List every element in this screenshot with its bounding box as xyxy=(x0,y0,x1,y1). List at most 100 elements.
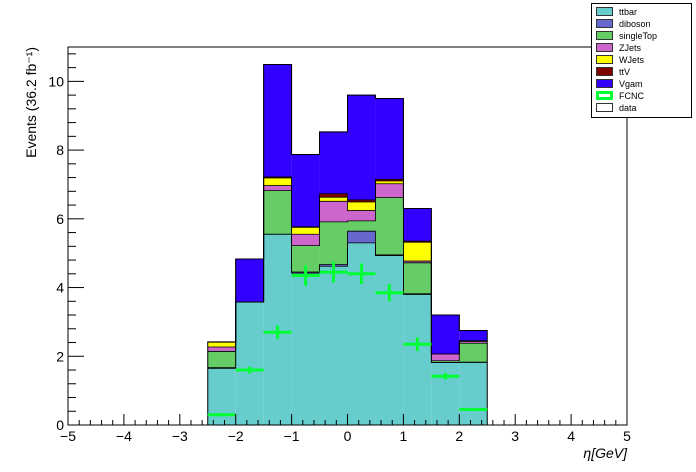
bar-Vgam-bin-4 xyxy=(319,131,348,194)
y-axis-label: Events (36.2 fb⁻¹) xyxy=(23,47,39,158)
bar-WJets-bin-6 xyxy=(375,181,404,184)
legend-swatch xyxy=(596,7,613,16)
x-axis: −5 −4 −3 −2 −1 0 1 2 3 4 5 xyxy=(60,414,631,444)
x-axis-label: η[GeV] xyxy=(583,445,628,461)
x-tick-label-1: −4 xyxy=(116,428,132,444)
fcnc-point-bin-9 xyxy=(459,407,488,412)
bar-ttbar-bin-9 xyxy=(459,362,488,425)
fcnc-point-bin-2 xyxy=(263,325,292,340)
bar-WJets-bin-3 xyxy=(291,227,320,235)
legend-label: diboson xyxy=(619,19,651,29)
bar-WJets-bin-7 xyxy=(403,242,432,262)
bar-ZJets-bin-0 xyxy=(207,346,236,352)
bar-ttbar-bin-4 xyxy=(319,266,348,425)
step-ttV xyxy=(207,176,488,355)
stacked-bars xyxy=(207,64,488,425)
bar-Vgam-bin-1 xyxy=(235,259,264,302)
bar-singleTop-bin-8 xyxy=(431,360,460,363)
bar-singleTop-bin-2 xyxy=(263,190,292,235)
legend: ttbar diboson singleTop ZJets WJets ttV Vgam FC… xyxy=(591,3,692,118)
legend-swatch xyxy=(596,31,613,40)
bar-ttbar-bin-1 xyxy=(235,301,264,425)
legend-label: ttbar xyxy=(619,7,638,17)
y-tick-label-1: 2 xyxy=(56,348,64,364)
y-tick-label-3: 6 xyxy=(56,211,64,227)
legend-label: Vgam xyxy=(619,79,643,89)
bar-ZJets-bin-6 xyxy=(375,183,404,198)
x-tick-label-9: 4 xyxy=(567,428,575,444)
bar-Vgam-bin-9 xyxy=(459,330,488,341)
bar-singleTop-bin-0 xyxy=(207,351,236,368)
legend-label: data xyxy=(619,103,637,113)
y-tick-label-4: 8 xyxy=(56,142,64,158)
bar-ttV-bin-2 xyxy=(263,176,292,178)
fcnc-signal-markers xyxy=(207,261,488,417)
bar-ttV-bin-6 xyxy=(375,179,404,182)
legend-label: WJets xyxy=(619,55,645,65)
legend-item-singletop: singleTop xyxy=(595,30,691,42)
x-tick-label-0: −5 xyxy=(60,428,76,444)
x-tick-label-4: −1 xyxy=(284,428,300,444)
legend-item-data: data xyxy=(595,102,691,114)
fcnc-point-bin-4 xyxy=(319,261,348,283)
bar-ttbar-bin-0 xyxy=(207,368,236,425)
stack-total-outline xyxy=(207,64,488,425)
bar-singleTop-bin-6 xyxy=(375,197,404,255)
fcnc-point-bin-6 xyxy=(375,284,404,302)
legend-swatch xyxy=(596,19,613,28)
bar-WJets-bin-2 xyxy=(263,177,292,186)
bar-Vgam-bin-7 xyxy=(403,208,432,242)
bar-diboson-bin-5 xyxy=(347,231,376,243)
y-axis: 0 2 4 6 8 10 xyxy=(48,53,84,433)
bar-ttbar-bin-3 xyxy=(291,273,320,425)
x-tick-label-8: 3 xyxy=(511,428,519,444)
legend-label: singleTop xyxy=(619,31,658,41)
y-tick-label-5: 10 xyxy=(48,73,64,89)
y-tick-label-2: 4 xyxy=(56,280,64,296)
x-tick-label-5: 0 xyxy=(344,428,352,444)
y-tick-label-0: 0 xyxy=(56,417,64,433)
legend-swatch xyxy=(596,79,613,88)
bar-ttbar-bin-6 xyxy=(375,255,404,425)
legend-item-wjets: WJets xyxy=(595,54,691,66)
x-tick-label-3: −2 xyxy=(228,428,244,444)
legend-label: ttV xyxy=(619,67,631,77)
legend-swatch xyxy=(596,103,613,112)
fcnc-point-bin-0 xyxy=(207,412,236,417)
bar-singleTop-bin-9 xyxy=(459,343,488,363)
x-tick-label-2: −3 xyxy=(172,428,188,444)
fcnc-point-bin-5 xyxy=(347,263,376,285)
bar-ttV-bin-5 xyxy=(347,199,376,202)
bar-WJets-bin-4 xyxy=(319,197,348,202)
legend-swatch xyxy=(596,55,613,64)
legend-item-vgam: Vgam xyxy=(595,78,691,90)
bar-ZJets-bin-7 xyxy=(403,261,432,263)
bar-ttbar-bin-8 xyxy=(431,362,460,425)
bar-ZJets-bin-5 xyxy=(347,210,376,221)
x-tick-label-10: 5 xyxy=(623,428,631,444)
fcnc-point-bin-1 xyxy=(235,366,264,374)
fcnc-point-bin-3 xyxy=(291,265,320,286)
legend-item-fcnc: FCNC xyxy=(595,90,691,102)
bar-ZJets-bin-9 xyxy=(459,341,488,344)
legend-swatch xyxy=(596,43,613,52)
legend-swatch xyxy=(596,91,613,100)
bar-ttV-bin-4 xyxy=(319,193,348,198)
fcnc-point-bin-7 xyxy=(403,337,432,352)
x-tick-label-6: 1 xyxy=(400,428,408,444)
bar-ttV-bin-7 xyxy=(403,241,432,243)
bar-ZJets-bin-4 xyxy=(319,201,348,222)
fcnc-point-bin-8 xyxy=(431,372,460,380)
bar-singleTop-bin-4 xyxy=(319,221,348,265)
x-tick-label-7: 2 xyxy=(455,428,463,444)
bar-Vgam-bin-2 xyxy=(263,64,292,177)
bar-ZJets-bin-8 xyxy=(431,353,460,361)
bar-Vgam-bin-6 xyxy=(375,98,404,180)
bar-ZJets-bin-2 xyxy=(263,185,292,191)
bar-WJets-bin-0 xyxy=(207,342,236,347)
bar-Vgam-bin-3 xyxy=(291,154,320,227)
bar-WJets-bin-5 xyxy=(347,201,376,211)
legend-label: ZJets xyxy=(619,43,642,53)
bar-ttbar-bin-7 xyxy=(403,294,432,425)
